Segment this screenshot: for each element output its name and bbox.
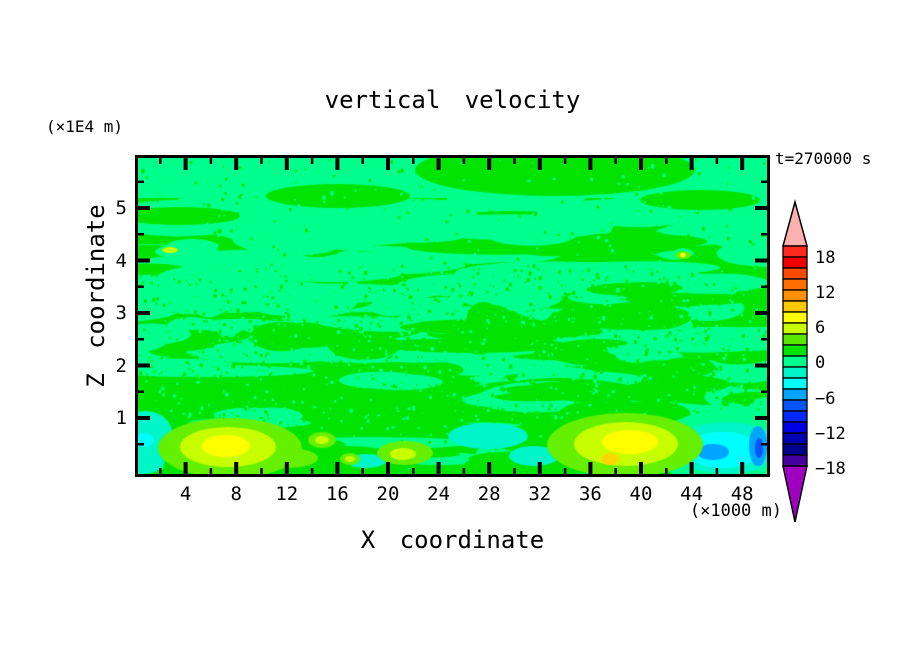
colorbar-tick-label: −6 bbox=[815, 388, 836, 409]
y-tick-label: 1 bbox=[115, 407, 127, 429]
colorbar-segment bbox=[782, 256, 808, 269]
colorbar: 18 12 6 0 −6 −12 −18 bbox=[775, 198, 904, 528]
x-tick-label: 28 bbox=[477, 483, 501, 505]
x-tick-label: 8 bbox=[230, 483, 242, 505]
y-tick-label: 2 bbox=[115, 354, 127, 377]
colorbar-tick-label: −12 bbox=[815, 423, 846, 444]
axis-ticks bbox=[138, 158, 767, 474]
y-tick-label: 5 bbox=[115, 197, 127, 219]
x-axis-unit-label: (×1000 m) bbox=[689, 501, 782, 521]
y-tick-label: 4 bbox=[115, 249, 127, 272]
x-tick-label: 20 bbox=[376, 483, 400, 505]
colorbar-segment bbox=[782, 289, 808, 302]
colorbar-segment bbox=[782, 454, 808, 467]
colorbar-segment bbox=[782, 355, 808, 368]
x-tick-label: 32 bbox=[528, 483, 552, 505]
time-annotation: t=270000 s bbox=[775, 149, 872, 168]
colorbar-under-arrow bbox=[782, 465, 808, 523]
colorbar-segment bbox=[782, 344, 808, 357]
colorbar-segment bbox=[782, 278, 808, 291]
colorbar-segment bbox=[782, 410, 808, 423]
x-tick-label: 48 bbox=[730, 483, 754, 505]
x-tick-label: 40 bbox=[629, 483, 653, 505]
colorbar-segment bbox=[782, 399, 808, 412]
colorbar-scale bbox=[782, 199, 808, 523]
colorbar-tick-label: 12 bbox=[815, 282, 836, 303]
x-tick-label: 44 bbox=[680, 483, 704, 505]
colorbar-segment bbox=[782, 322, 808, 335]
contour-field bbox=[138, 158, 767, 474]
x-tick-label: 4 bbox=[179, 483, 192, 505]
plot-area bbox=[135, 155, 770, 477]
colorbar-tick-label: 18 bbox=[815, 247, 836, 268]
y-axis-title: Z coordinate bbox=[82, 204, 110, 388]
colorbar-segment bbox=[782, 388, 808, 401]
colorbar-segment bbox=[782, 311, 808, 324]
colorbar-tick-label: −18 bbox=[815, 458, 846, 479]
x-axis-title: X coordinate bbox=[360, 526, 545, 554]
y-axis-unit-label: (×1E4 m) bbox=[46, 117, 124, 136]
colorbar-segment bbox=[782, 432, 808, 445]
colorbar-segment bbox=[782, 421, 808, 434]
colorbar-segment bbox=[782, 300, 808, 313]
colorbar-segment bbox=[782, 267, 808, 280]
colorbar-segment bbox=[782, 333, 808, 346]
colorbar-over-arrow bbox=[782, 199, 808, 247]
x-tick-label: 36 bbox=[578, 483, 602, 505]
chart-title: vertical velocity bbox=[324, 86, 581, 114]
colorbar-tick-label: 0 bbox=[815, 353, 826, 374]
colorbar-tick-label: 6 bbox=[815, 318, 826, 339]
colorbar-segment bbox=[782, 366, 808, 379]
x-tick-label: 16 bbox=[325, 483, 349, 505]
y-tick-label: 3 bbox=[115, 302, 127, 324]
colorbar-segment bbox=[782, 377, 808, 390]
colorbar-segment bbox=[782, 443, 808, 456]
x-tick-label: 24 bbox=[427, 483, 451, 505]
colorbar-segment bbox=[782, 245, 808, 258]
x-tick-label: 12 bbox=[275, 483, 299, 505]
